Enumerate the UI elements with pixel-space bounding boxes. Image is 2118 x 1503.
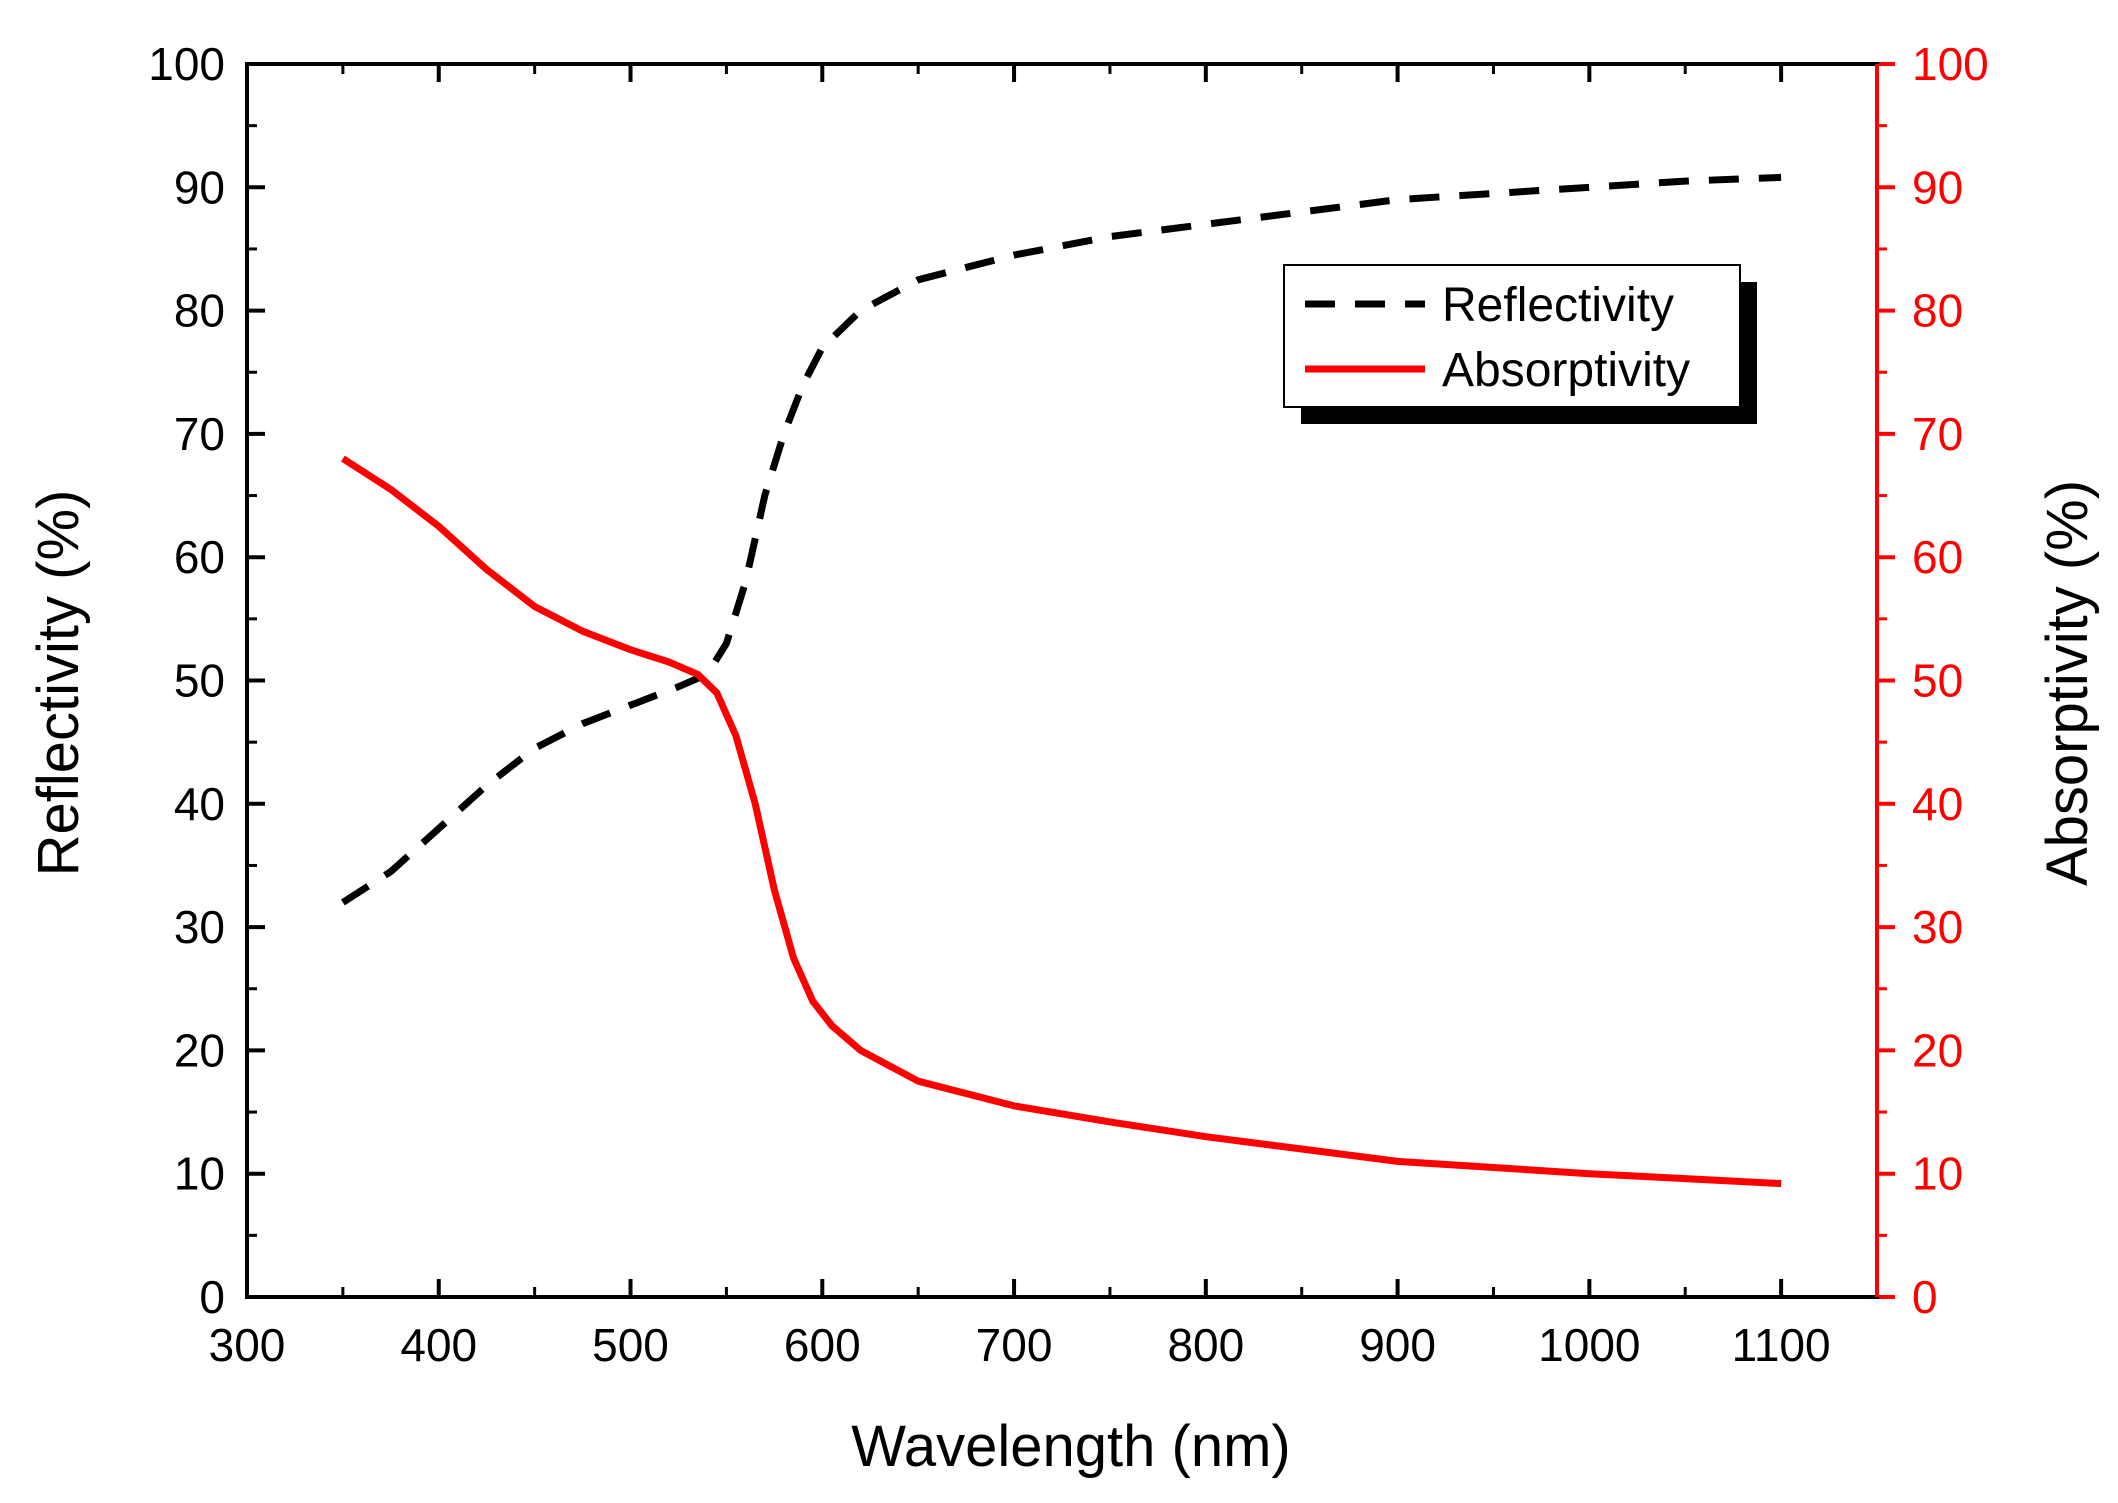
x-tick-label: 500 <box>592 1319 669 1371</box>
series-line-absorptivity <box>341 455 1782 1188</box>
y-right-tick-label: 70 <box>1912 408 1963 460</box>
y-right-tick-label: 60 <box>1912 531 1963 583</box>
y-right-tick-label: 100 <box>1912 38 1989 90</box>
y-right-tick-label: 0 <box>1912 1271 1938 1323</box>
x-tick-label: 400 <box>400 1319 477 1371</box>
y-left-tick-label: 80 <box>174 285 225 337</box>
y-right-tick-label: 30 <box>1912 901 1963 953</box>
legend-box <box>1283 264 1741 408</box>
y-left-tick-label: 0 <box>199 1271 225 1323</box>
y-right-tick-label: 40 <box>1912 778 1963 830</box>
x-tick-label: 900 <box>1359 1319 1436 1371</box>
legend-label-absorptivity: Absorptivity <box>1442 344 1690 397</box>
y-left-tick-label: 10 <box>174 1148 225 1200</box>
x-tick-label: 600 <box>784 1319 861 1371</box>
x-tick-label: 1100 <box>1732 1319 1831 1371</box>
y-axis-title-right: Absorptivity (%) <box>2035 480 2100 886</box>
y-right-tick-label: 50 <box>1912 655 1963 707</box>
y-left-tick-label: 60 <box>174 531 225 583</box>
y-right-tick-label: 80 <box>1912 285 1963 337</box>
ticks <box>245 62 1895 1299</box>
series-layer <box>341 173 1782 1188</box>
x-axis-title: Wavelength (nm) <box>851 1414 1290 1479</box>
x-tick-label: 800 <box>1167 1319 1244 1371</box>
y-left-tick-label: 50 <box>174 655 225 707</box>
legend: Reflectivity Absorptivity <box>1283 264 1757 424</box>
y-right-tick-label: 90 <box>1912 161 1963 213</box>
y-right-tick-label: 10 <box>1912 1148 1963 1200</box>
x-tick-label: 300 <box>209 1319 286 1371</box>
legend-label-reflectivity: Reflectivity <box>1442 279 1674 332</box>
x-tick-label: 1000 <box>1538 1319 1640 1371</box>
x-tick-label: 700 <box>976 1319 1053 1371</box>
y-left-tick-label: 20 <box>174 1024 225 1076</box>
y-right-tick-label: 20 <box>1912 1024 1963 1076</box>
series-line-reflectivity <box>341 173 1782 906</box>
y-left-tick-label: 90 <box>174 161 225 213</box>
tick-labels: 300 400 500 600 700 800 900 1000 1100 0 0 10 10 20 20 3… <box>148 38 1989 1371</box>
y-left-tick-label: 40 <box>174 778 225 830</box>
y-left-tick-label: 30 <box>174 901 225 953</box>
y-left-tick-label: 70 <box>174 408 225 460</box>
y-left-tick-label: 100 <box>148 38 225 90</box>
y-axis-title-left: Reflectivity (%) <box>26 490 91 877</box>
